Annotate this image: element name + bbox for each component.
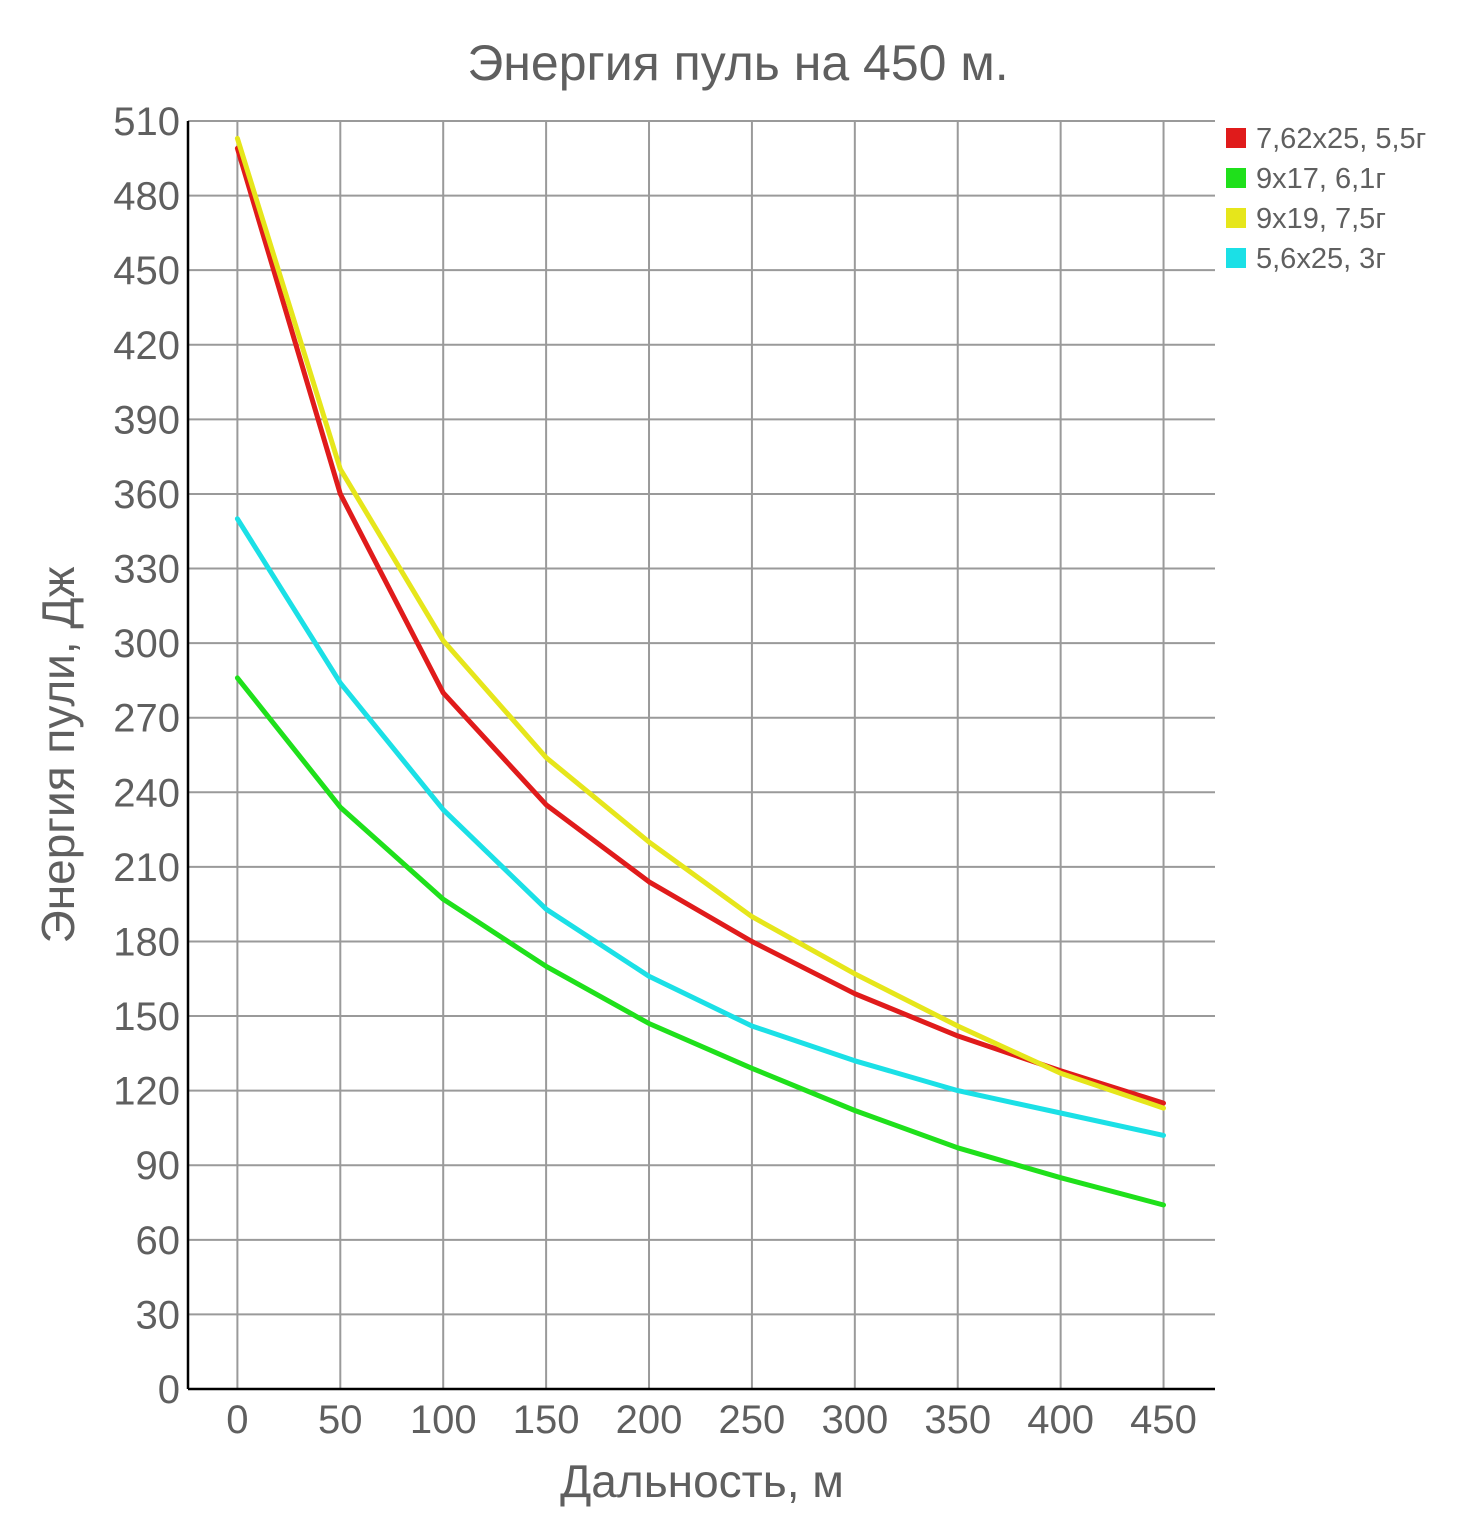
y-tick-label: 360 — [113, 473, 180, 517]
series-line-4 — [234, 516, 1166, 1138]
y-tick-label: 330 — [113, 548, 180, 592]
y-tick-label: 150 — [113, 995, 180, 1039]
series-line-2 — [234, 675, 1166, 1208]
series-line-3 — [234, 135, 1166, 1111]
legend-swatch — [1226, 208, 1246, 228]
axes — [186, 121, 1215, 1391]
chart-title: Энергия пуль на 450 м. — [467, 35, 1008, 91]
x-tick-label: 350 — [924, 1398, 991, 1442]
y-tick-label: 450 — [113, 249, 180, 293]
y-tick-label: 480 — [113, 175, 180, 219]
x-tick-label: 200 — [616, 1398, 683, 1442]
legend-label: 9x19, 7,5г — [1256, 203, 1386, 235]
x-tick-label: 250 — [719, 1398, 786, 1442]
legend-swatch — [1226, 128, 1246, 148]
legend-label: 7,62x25, 5,5г — [1256, 123, 1426, 155]
x-tick-label: 400 — [1027, 1398, 1094, 1442]
x-tick-label: 150 — [513, 1398, 580, 1442]
y-tick-label: 30 — [136, 1293, 181, 1337]
y-tick-label: 60 — [136, 1219, 181, 1263]
y-tick-label: 120 — [113, 1070, 180, 1114]
y-axis-label: Энергия пули, Дж — [32, 566, 84, 943]
legend-label: 5,6x25, 3г — [1256, 243, 1386, 275]
series-line-1 — [234, 145, 1166, 1106]
y-tick-label: 270 — [113, 697, 180, 741]
y-tick-label: 240 — [113, 771, 180, 815]
y-tick-label: 0 — [158, 1368, 180, 1412]
x-tick-label: 100 — [410, 1398, 477, 1442]
y-tick-label: 90 — [136, 1144, 181, 1188]
y-tick-label: 420 — [113, 324, 180, 368]
y-tick-label: 300 — [113, 622, 180, 666]
legend: 7,62x25, 5,5г 9x17, 6,1г 9x19, 7,5г 5,6x25,… — [1226, 123, 1426, 275]
x-tick-label: 50 — [318, 1398, 363, 1442]
y-tick-labels: 0 30 60 90 120 150 180 210 240 270 300 330 360 390 420… — [113, 100, 180, 1412]
legend-swatch — [1226, 248, 1246, 268]
x-axis-label: Дальность, м — [560, 1455, 844, 1507]
y-tick-label: 210 — [113, 846, 180, 890]
y-tick-label: 390 — [113, 398, 180, 442]
x-tick-labels: 0 50 100 150 200 250 300 350 400 450 — [226, 1398, 1197, 1442]
x-tick-label: 0 — [226, 1398, 248, 1442]
y-tick-label: 510 — [113, 100, 180, 144]
legend-swatch — [1226, 168, 1246, 188]
y-tick-label: 180 — [113, 920, 180, 964]
x-tick-label: 450 — [1130, 1398, 1197, 1442]
series — [234, 135, 1166, 1208]
grid — [188, 120, 1215, 1389]
x-tick-label: 300 — [821, 1398, 888, 1442]
legend-label: 9x17, 6,1г — [1256, 163, 1386, 195]
